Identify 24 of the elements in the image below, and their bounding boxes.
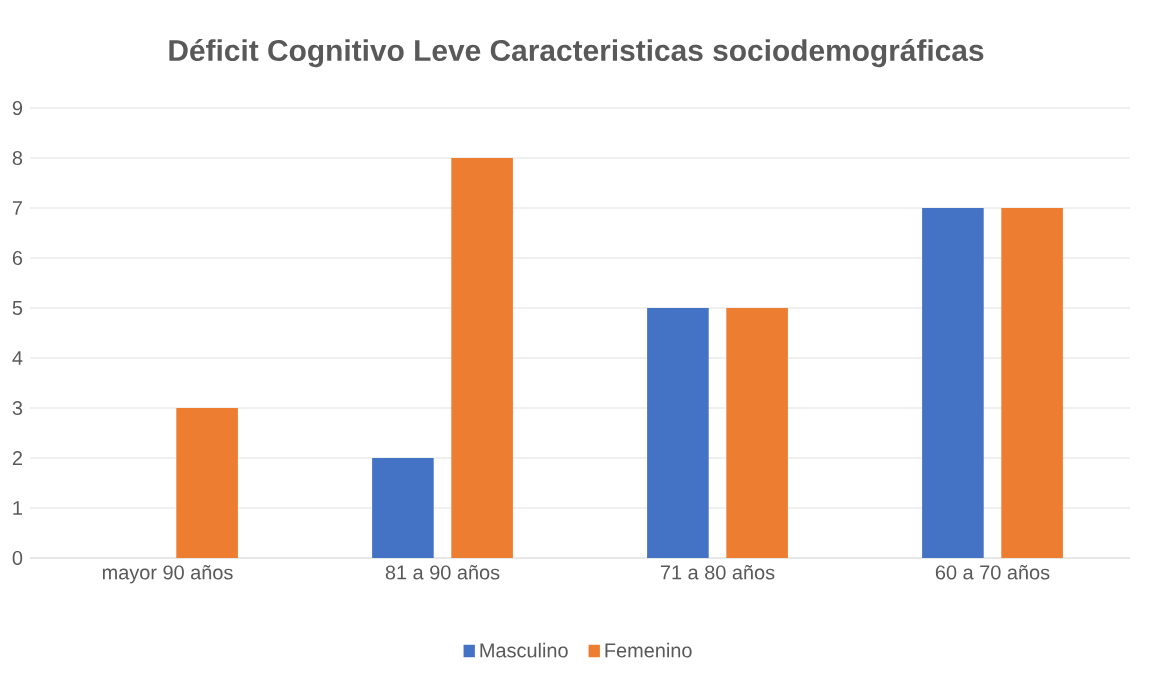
y-tick-label: 2 [12,451,22,465]
bar [922,208,984,558]
bar [1001,208,1063,558]
bar [176,408,238,558]
x-tick-label: 81 a 90 años [385,565,500,580]
x-tick-label: 71 a 80 años [660,565,775,580]
bar [451,158,513,558]
bar [726,308,788,558]
chart-title: Déficit Cognitivo Leve Caracteristicas sociodemográficas [169,38,984,68]
bar [372,458,434,558]
y-tick-label: 1 [13,501,23,515]
y-tick-label: 3 [12,400,23,416]
y-tick-label: 7 [12,201,22,215]
x-tick-label: mayor 90 años [102,565,233,584]
y-tick-label: 0 [12,550,23,566]
x-tick-label: 60 a 70 años [935,565,1050,580]
y-tick-label: 8 [12,150,23,166]
legend-label: Femenino [605,642,692,658]
bar [647,308,709,558]
y-tick-label: 4 [12,351,23,365]
y-tick-label: 9 [12,100,23,116]
y-tick-label: 5 [12,301,23,315]
legend-label: Masculino [480,642,568,658]
y-tick-label: 6 [12,250,23,266]
